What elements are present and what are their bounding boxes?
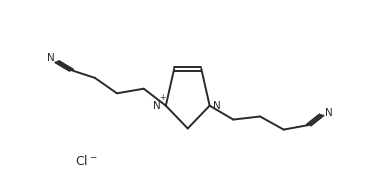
Text: Cl$^-$: Cl$^-$ — [75, 154, 97, 168]
Text: N: N — [214, 101, 221, 111]
Text: N: N — [154, 101, 161, 111]
Text: N: N — [325, 108, 332, 118]
Text: +: + — [159, 93, 165, 102]
Text: N: N — [47, 53, 55, 63]
